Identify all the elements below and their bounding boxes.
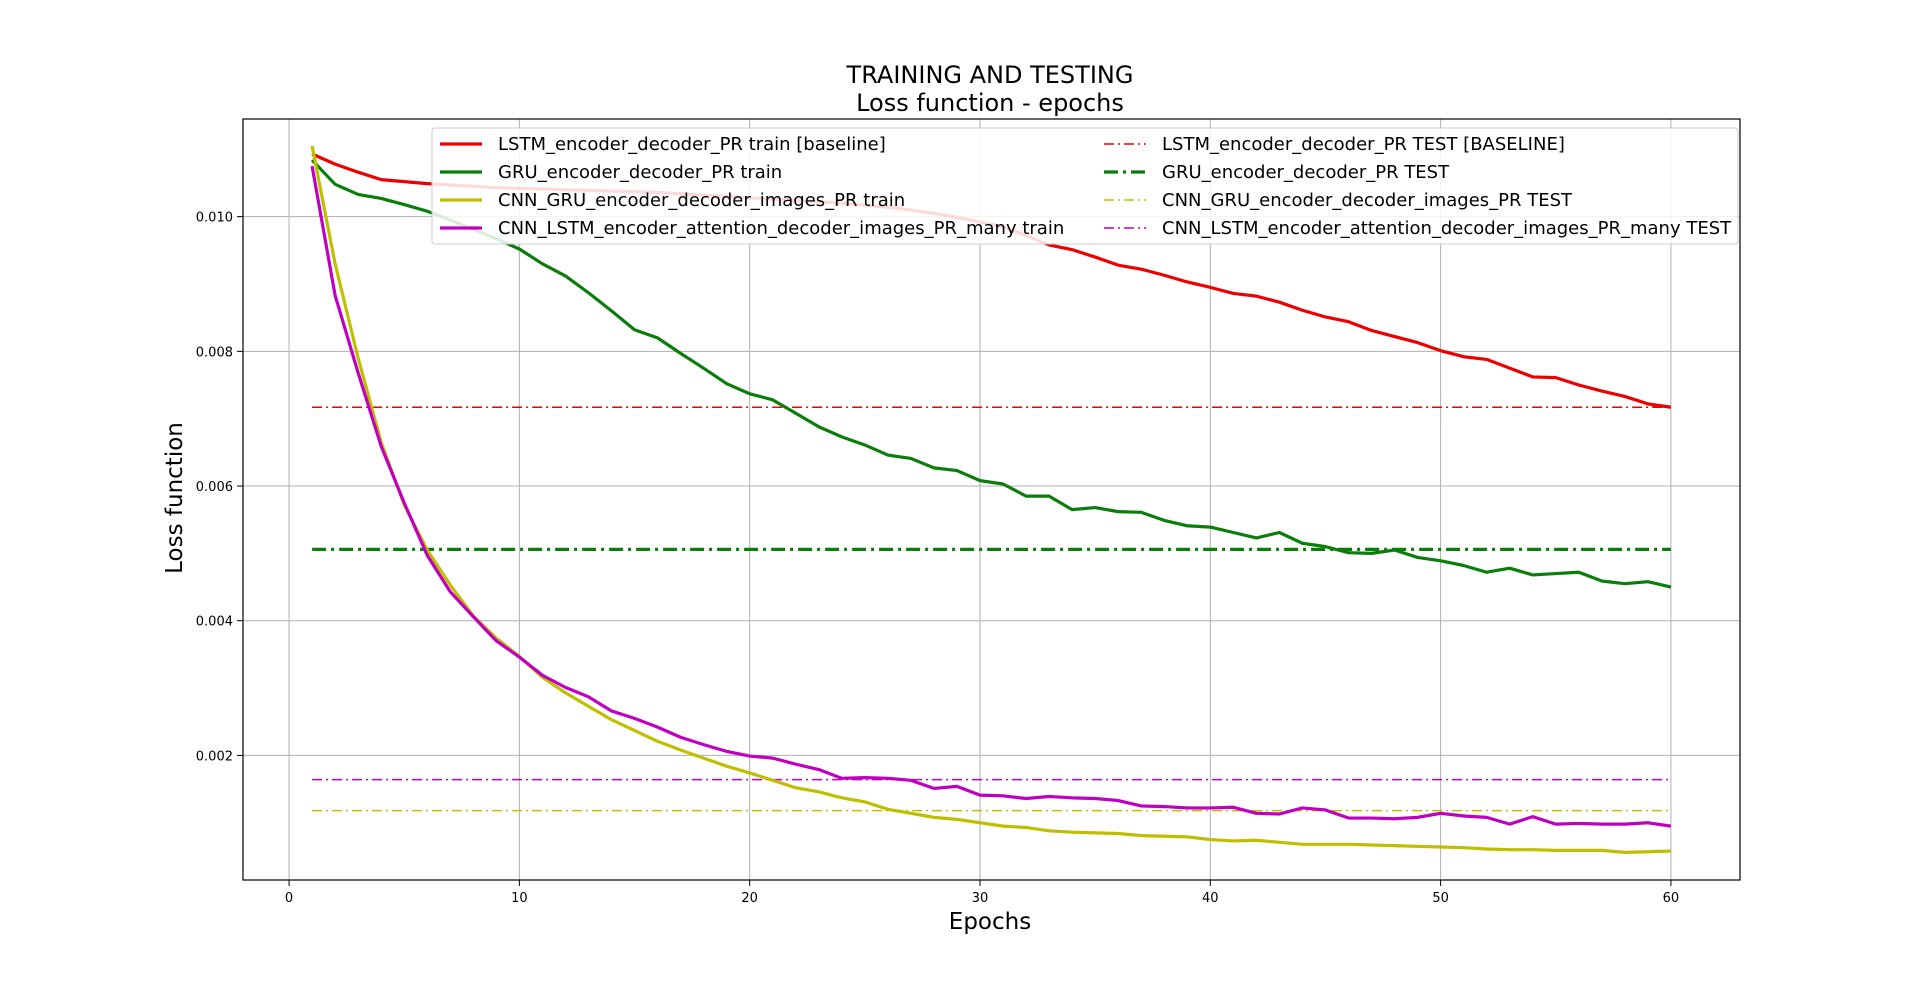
chart-title: TRAINING AND TESTING [846,61,1134,89]
x-tick-label: 50 [1432,891,1449,906]
x-tick-label: 0 [285,891,293,906]
chart-subtitle: Loss function - epochs [856,89,1124,117]
legend-label: CNN_LSTM_encoder_attention_decoder_image… [1162,218,1732,239]
legend-label: CNN_GRU_encoder_decoder_images_PR TEST [1162,190,1573,211]
x-axis-label: Epochs [949,909,1031,935]
y-tick-label: 0.002 [196,749,233,764]
y-tick-label: 0.006 [196,480,233,495]
x-tick-label: 20 [741,891,758,906]
y-tick-label: 0.008 [196,345,233,360]
legend-label: CNN_LSTM_encoder_attention_decoder_image… [498,218,1064,239]
y-tick-label: 0.004 [196,615,233,630]
legend: LSTM_encoder_decoder_PR train [baseline]… [431,127,1739,245]
series-layer [310,145,1672,854]
x-tick-label: 40 [1202,891,1219,906]
legend-box [431,127,1739,245]
y-tick-label: 0.010 [196,211,233,226]
legend-label: GRU_encoder_decoder_PR train [498,162,782,183]
axis-ticks: 0 10 20 30 40 50 60 0.002 0.004 0.006 0.008 0.010 [196,211,1679,906]
legend-label: GRU_encoder_decoder_PR TEST [1162,162,1450,183]
x-tick-label: 10 [511,891,528,906]
legend-label: LSTM_encoder_decoder_PR TEST [BASELINE] [1162,134,1565,155]
legend-label: CNN_GRU_encoder_decoder_images_PR train [498,190,905,211]
y-axis-label: Loss function [162,422,188,574]
plot-area-frame [242,118,1741,881]
legend-label: LSTM_encoder_decoder_PR train [baseline] [498,134,886,155]
series-line [310,158,1672,589]
gridlines [243,119,1740,880]
x-tick-label: 60 [1663,891,1680,906]
x-tick-label: 30 [972,891,989,906]
series-line [310,165,1672,828]
